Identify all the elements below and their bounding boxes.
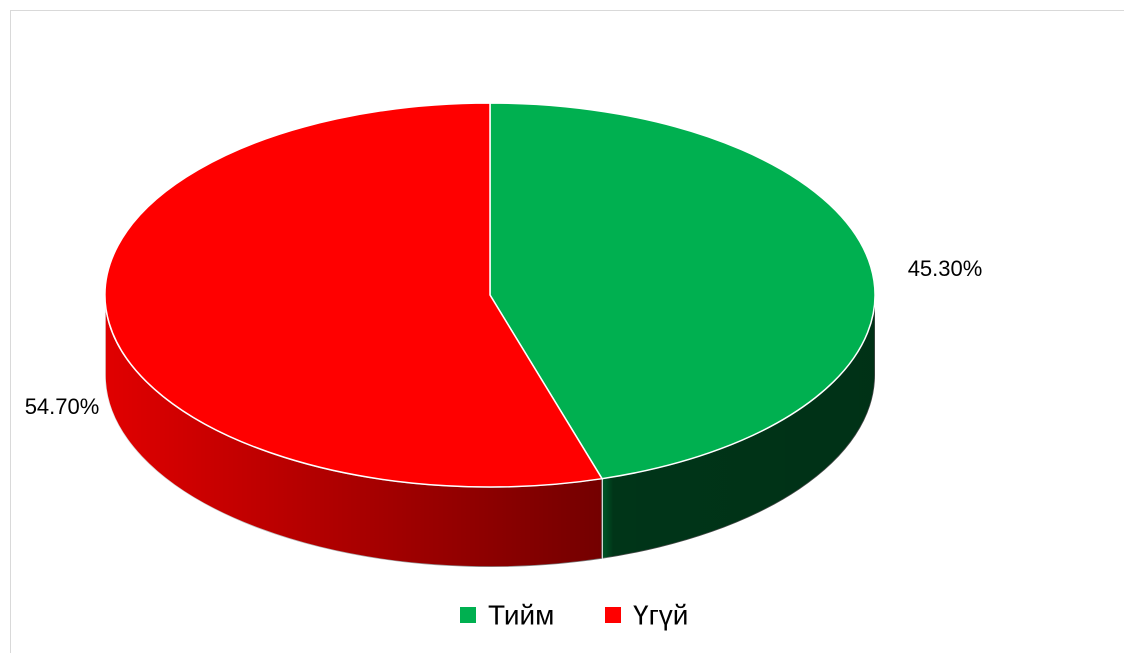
slice (489, 102, 876, 480)
slice (104, 102, 604, 488)
slice-side-shade (105, 295, 603, 568)
legend-swatch (460, 607, 476, 623)
legend-label: Тийм (488, 599, 554, 630)
legend-label: Үгүй (633, 599, 688, 630)
slice-side-shade (602, 295, 875, 559)
data-label: 45.30% (908, 256, 983, 281)
data-label: 54.70% (25, 394, 100, 419)
legend-swatch (605, 607, 621, 623)
